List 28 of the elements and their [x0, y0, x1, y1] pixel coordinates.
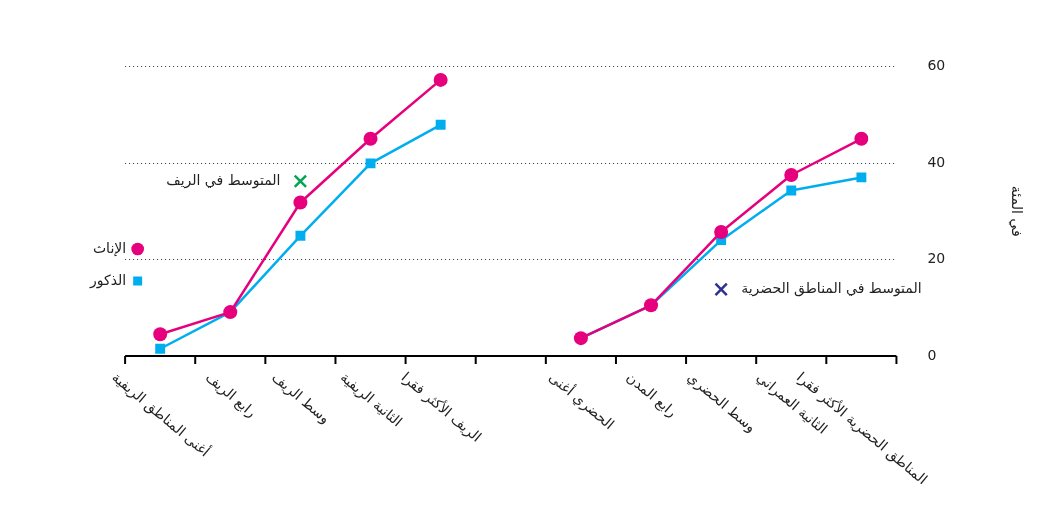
point [295, 230, 306, 241]
point [293, 195, 308, 210]
x-tick-label: الحضري أغنى [545, 368, 618, 433]
y-tick-label: 20 [927, 250, 946, 267]
point [714, 224, 729, 239]
x-tick-label: رابع المدن [623, 368, 681, 421]
x-tick-label: رابع الريف [202, 368, 260, 421]
y-axis-title: في المئة [1007, 185, 1025, 237]
legend-label: الإناث [92, 239, 127, 257]
series-label: المتوسط في المناطق الحضرية [741, 280, 922, 298]
point [153, 327, 168, 342]
point [784, 168, 799, 182]
point [293, 174, 308, 189]
y-tick-label: 0 [927, 346, 937, 363]
legend-label: الذكور [88, 271, 127, 289]
y-tick-label: 40 [927, 153, 946, 170]
point [155, 343, 166, 354]
series-label: المتوسط في الريف [166, 171, 281, 189]
y-tick-label: 60 [927, 57, 946, 74]
point [714, 282, 729, 297]
point [363, 131, 378, 146]
point [365, 158, 376, 169]
point [433, 72, 448, 87]
point [786, 185, 797, 196]
point [856, 172, 867, 183]
point [435, 119, 446, 130]
point [854, 131, 869, 146]
x-tick-label: وسط الريف [268, 368, 334, 428]
